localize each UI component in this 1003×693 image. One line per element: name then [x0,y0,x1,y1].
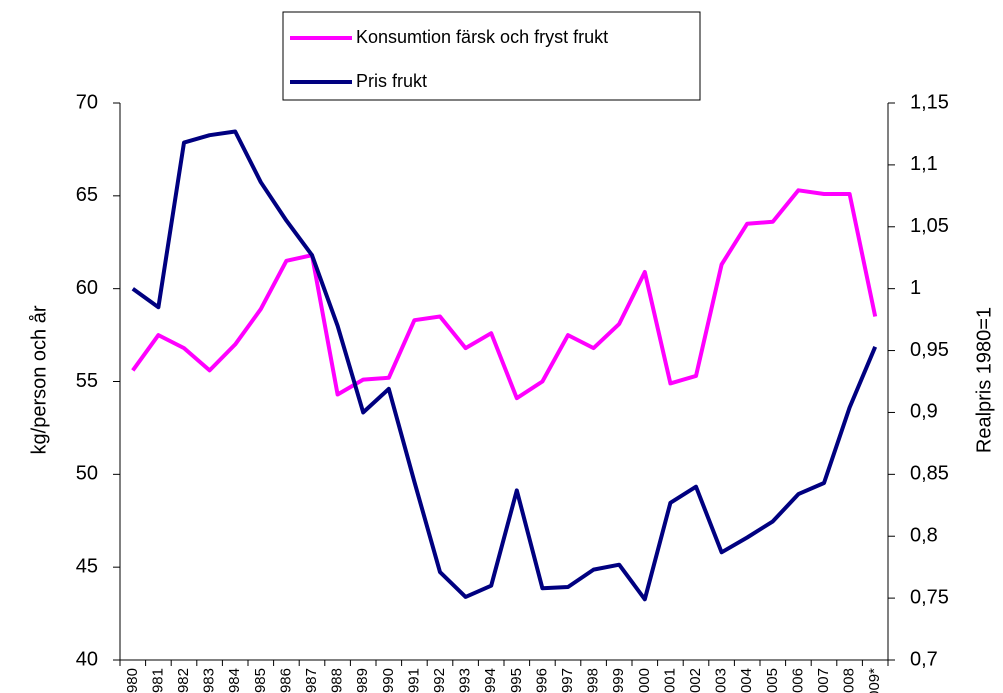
x-tick-label: 1982 [175,668,192,693]
y-tick-label: 50 [76,463,98,485]
x-tick-label: 1987 [303,668,320,693]
x-tick-label: 2002 [687,668,704,693]
x-tick-label: 2007 [815,668,832,693]
x-tick-label: 2006 [789,668,806,693]
y-axis-label: kg/person och år [28,305,50,454]
x-tick-label: 2005 [764,668,781,693]
x-tick-label: 1997 [559,668,576,693]
legend-label: Pris frukt [356,71,427,91]
x-tick-label: 1994 [482,668,499,693]
y-tick-label: 55 [76,370,98,392]
y-tick-label: 45 [76,555,98,577]
y2-tick-label: 0,95 [910,339,949,361]
x-tick-label: 2001 [661,668,678,693]
y-tick-label: 40 [76,648,98,670]
x-tick-label: 1988 [329,668,346,693]
y2-tick-label: 0,9 [910,401,938,423]
x-tick-label: 1996 [533,668,550,693]
x-tick-label: 1995 [508,668,525,693]
x-tick-label: 1985 [252,668,269,693]
y2-tick-label: 0,75 [910,586,949,608]
y-tick-label: 70 [76,91,98,113]
x-tick-label: 1990 [380,668,397,693]
x-tick-label: 2000 [636,668,653,693]
x-tick-label: 1984 [226,668,243,693]
x-tick-label: 1986 [277,668,294,693]
y2-axis-label: Realpris 1980=1 [973,307,995,453]
y2-tick-label: 1,05 [910,215,949,237]
x-tick-label: 1981 [149,668,166,693]
x-tick-label: 1998 [585,668,602,693]
x-tick-label: 2009* [866,668,883,693]
x-tick-label: 1993 [457,668,474,693]
y-tick-label: 60 [76,277,98,299]
x-tick-label: 1980 [124,668,141,693]
series-line [131,129,878,602]
x-tick-label: 1999 [610,668,627,693]
y2-tick-label: 0,7 [910,648,938,670]
y-tick-label: 65 [76,184,98,206]
legend-label: Konsumtion färsk och fryst frukt [356,27,608,47]
x-tick-label: 1991 [405,668,422,693]
y2-tick-label: 1,15 [910,91,949,113]
x-tick-label: 2004 [738,668,755,693]
y2-tick-label: 1 [910,277,921,299]
x-tick-label: 2008 [841,668,858,693]
x-tick-label: 1989 [354,668,371,693]
series-line [131,188,878,401]
y2-tick-label: 1,1 [910,153,938,175]
legend-box [282,11,701,101]
x-tick-label: 2003 [713,668,730,693]
y2-tick-label: 0,8 [910,525,938,547]
x-tick-label: 1992 [431,668,448,693]
x-tick-label: 1983 [201,668,218,693]
y2-tick-label: 0,85 [910,463,949,485]
